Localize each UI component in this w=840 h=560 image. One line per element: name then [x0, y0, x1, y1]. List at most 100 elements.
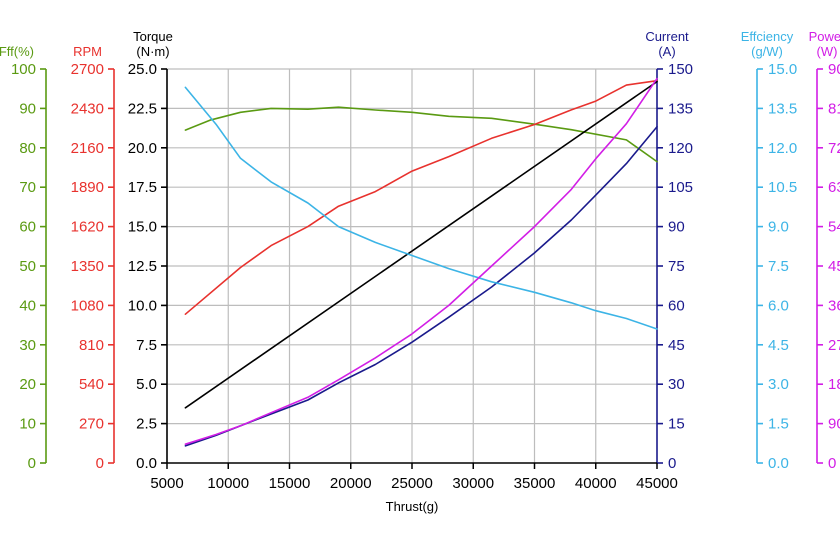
y-tick-label-current: 90 [668, 219, 685, 236]
y-tick-label-gw: 6.0 [768, 297, 789, 314]
y-tick-label-rpm: 2700 [71, 61, 104, 78]
y-tick-label-rpm: 0 [96, 455, 104, 472]
y-axis-gw: 0.0 1.5 3.0 4.5 6.0 7.5 9.0 10.5 12.0 13.5 15.0 Eff… [741, 29, 797, 472]
y-tick-label-eff: 80 [19, 140, 36, 157]
x-tick-label: 40000 [575, 475, 617, 492]
y-tick-label-torque: 0.0 [136, 455, 157, 472]
y-tick-label-rpm: 1890 [71, 179, 104, 196]
y-tick-label-power: 9000 [828, 61, 840, 78]
y-tick-label-power: 900 [828, 416, 840, 433]
series-lines [184, 77, 658, 447]
y-tick-label-eff: 50 [19, 258, 36, 275]
y-tick-label-torque: 20.0 [128, 140, 157, 157]
y-tick-label-gw: 10.5 [768, 179, 797, 196]
y-tick-label-rpm: 810 [79, 337, 104, 354]
y-axis-power: 0 900 1800 2700 3600 4500 5400 6300 7200 8100 9000… [809, 29, 840, 472]
y-tick-label-gw: 15.0 [768, 61, 797, 78]
y-tick-label-power: 1800 [828, 376, 840, 393]
y-tick-label-power: 4500 [828, 258, 840, 275]
y-tick-label-current: 135 [668, 100, 693, 117]
y-tick-label-gw: 12.0 [768, 140, 797, 157]
y-tick-label-current: 15 [668, 416, 685, 433]
y-tick-label-eff: 90 [19, 100, 36, 117]
y-axis-rpm: 0 270 540 810 1080 1350 1620 1890 2160 2430 2700 RP… [71, 44, 115, 472]
y-axis-torque: 0.0 2.5 5.0 7.5 10.0 12.5 15.0 17.5 20.0 22.5 25.0… [128, 29, 173, 472]
y-tick-label-current: 45 [668, 337, 685, 354]
y-tick-label-gw: 1.5 [768, 416, 789, 433]
series-line-gw [184, 86, 658, 330]
y-tick-label-power: 5400 [828, 219, 840, 236]
y-tick-label-eff: 70 [19, 179, 36, 196]
y-tick-label-rpm: 2160 [71, 140, 104, 157]
x-tick-label: 35000 [514, 475, 556, 492]
y-tick-label-torque: 17.5 [128, 179, 157, 196]
y-tick-label-rpm: 540 [79, 376, 104, 393]
y-tick-label-torque: 10.0 [128, 297, 157, 314]
y-tick-label-power: 8100 [828, 100, 840, 117]
y-tick-label-eff: 100 [11, 61, 36, 78]
y-axis-title-power: Power [809, 29, 840, 44]
y-axis-title-current: (A) [658, 44, 675, 59]
x-tick-label: 5000 [150, 475, 183, 492]
series-line-power [184, 77, 658, 446]
y-tick-label-eff: 20 [19, 376, 36, 393]
y-axis-title-current: Current [645, 29, 689, 44]
y-tick-label-gw: 0.0 [768, 455, 789, 472]
y-tick-label-rpm: 1080 [71, 297, 104, 314]
y-axis-current: 0 15 30 45 60 75 90 105 120 135 150 Current(A) [645, 29, 693, 472]
y-axis-title-gw: Effciency [741, 29, 794, 44]
y-tick-label-gw: 13.5 [768, 100, 797, 117]
y-tick-label-current: 60 [668, 297, 685, 314]
y-tick-label-torque: 5.0 [136, 376, 157, 393]
y-tick-label-gw: 4.5 [768, 337, 789, 354]
y-tick-label-gw: 3.0 [768, 376, 789, 393]
y-tick-label-current: 30 [668, 376, 685, 393]
y-axis-title-gw: (g/W) [751, 44, 783, 59]
y-tick-label-eff: 40 [19, 297, 36, 314]
x-axis-title: Thrust(g) [386, 499, 439, 514]
y-axis-title-eff: Fff(%) [0, 44, 34, 59]
x-tick-label: 25000 [391, 475, 433, 492]
y-axes: 0 10 20 30 40 50 60 70 80 90 100 Fff(%) 0 270 540 810 10… [0, 29, 840, 472]
y-tick-label-rpm: 270 [79, 416, 104, 433]
y-tick-label-current: 0 [668, 455, 676, 472]
y-tick-label-eff: 0 [28, 455, 36, 472]
series-line-eff [184, 106, 658, 163]
y-tick-label-rpm: 1620 [71, 219, 104, 236]
series-line-rpm [184, 79, 658, 316]
y-tick-label-torque: 15.0 [128, 219, 157, 236]
y-tick-label-torque: 2.5 [136, 416, 157, 433]
y-tick-label-power: 6300 [828, 179, 840, 196]
y-axis-title-rpm: RPM [73, 44, 102, 59]
y-tick-label-eff: 30 [19, 337, 36, 354]
x-tick-label: 45000 [636, 475, 678, 492]
y-tick-label-rpm: 1350 [71, 258, 104, 275]
y-tick-label-power: 3600 [828, 297, 840, 314]
y-tick-label-eff: 60 [19, 219, 36, 236]
y-tick-label-eff: 10 [19, 416, 36, 433]
y-tick-label-torque: 12.5 [128, 258, 157, 275]
y-tick-label-torque: 7.5 [136, 337, 157, 354]
x-tick-label: 30000 [452, 475, 494, 492]
x-tick-label: 10000 [207, 475, 249, 492]
y-axis-title-torque: (N·m) [136, 44, 169, 59]
x-tick-label: 15000 [269, 475, 311, 492]
y-tick-label-torque: 22.5 [128, 100, 157, 117]
y-tick-label-torque: 25.0 [128, 61, 157, 78]
y-tick-label-power: 0 [828, 455, 836, 472]
series-line-torque [184, 80, 658, 409]
y-tick-label-gw: 9.0 [768, 219, 789, 236]
x-tick-label: 20000 [330, 475, 372, 492]
y-axis-title-torque: Torque [133, 29, 173, 44]
series-line-current [184, 126, 658, 447]
y-axis-eff: 0 10 20 30 40 50 60 70 80 90 100 Fff(%) [0, 44, 47, 472]
y-axis-title-power: (W) [817, 44, 838, 59]
y-tick-label-current: 105 [668, 179, 693, 196]
grid [167, 68, 657, 463]
y-tick-label-current: 75 [668, 258, 685, 275]
y-tick-label-current: 150 [668, 61, 693, 78]
y-tick-label-power: 7200 [828, 140, 840, 157]
x-axis: 5000 10000 15000 20000 25000 30000 35000 40000 4… [150, 462, 678, 492]
